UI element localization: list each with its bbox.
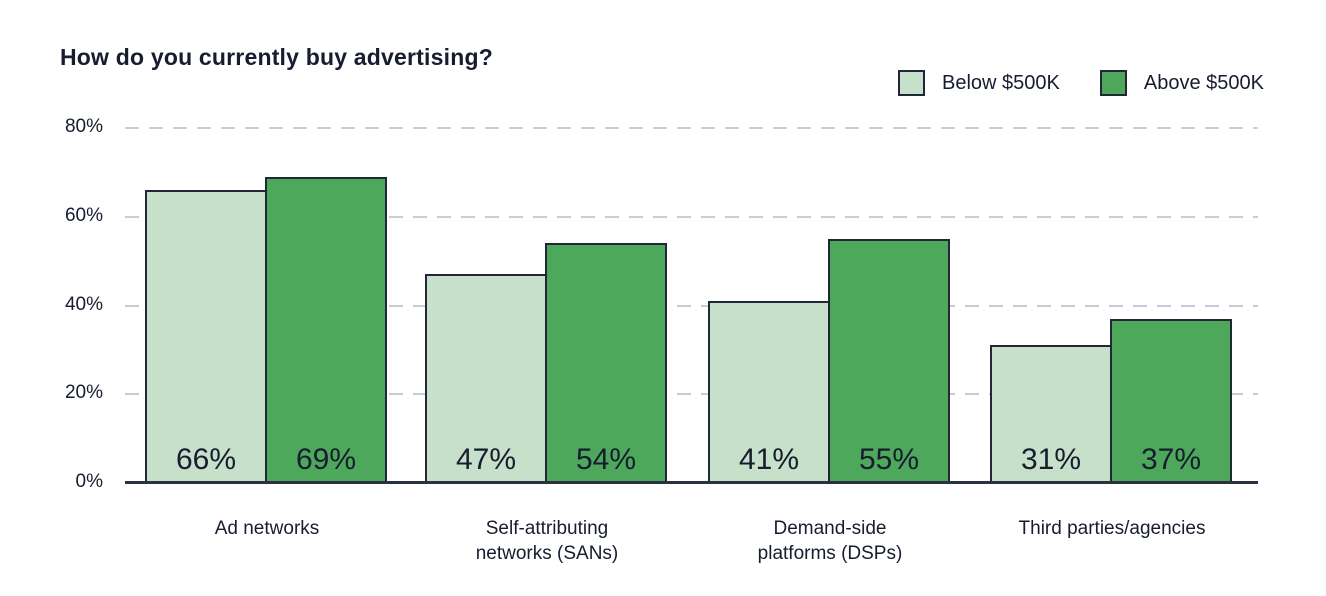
legend-label: Above $500K — [1143, 71, 1264, 94]
bar-value-label: 69% — [295, 443, 357, 476]
bar-above-500k-self-attributing-networks-sans: 54% — [545, 243, 667, 483]
legend-swatch-below-500k — [898, 70, 926, 96]
bar-value-label: 54% — [575, 443, 637, 476]
x-category-label-demand-side-platforms-dsps: Demand-side platforms (DSPs) — [757, 518, 903, 565]
y-tick-label: 40% — [64, 293, 103, 315]
y-tick-label: 0% — [75, 471, 103, 492]
bar-value-label: 31% — [1020, 443, 1082, 476]
x-category-label-self-attributing-networks-sans: Self-attributing networks (SANs) — [475, 518, 619, 565]
y-tick-label: 20% — [64, 382, 103, 404]
bar-value-label: 47% — [455, 443, 517, 476]
x-category-label-ad-networks: Ad networks — [214, 518, 320, 539]
bar-group-ad-networks: 66% 69% — [145, 128, 389, 483]
gridline-80 — [125, 127, 1258, 129]
legend-swatch-above-500k — [1099, 70, 1127, 96]
bar-value-label: 55% — [858, 443, 920, 476]
legend-item-above-500k: Above $500K — [1099, 70, 1264, 96]
legend-item-below-500k: Below $500K — [898, 70, 1060, 96]
bar-value-label: 37% — [1140, 443, 1202, 476]
y-tick-label: 80% — [64, 116, 103, 137]
legend-label: Below $500K — [942, 71, 1060, 94]
bar-group-self-attributing-networks-sans: 47% 54% — [425, 128, 669, 483]
bar-above-500k-third-parties-agencies: 37% — [1110, 318, 1232, 483]
bar-below-500k-ad-networks: 66% — [145, 190, 267, 483]
bar-group-third-parties-agencies: 31% 37% — [990, 128, 1234, 483]
x-axis-line — [125, 481, 1258, 484]
chart-title: How do you currently buy advertising? — [60, 44, 493, 70]
bar-below-500k-demand-side-platforms-dsps: 41% — [708, 301, 830, 483]
bar-below-500k-third-parties-agencies: 31% — [990, 345, 1112, 483]
bar-group-demand-side-platforms-dsps: 41% 55% — [708, 128, 952, 483]
bar-below-500k-self-attributing-networks-sans: 47% — [425, 274, 547, 483]
legend: Below $500K Above $500K — [898, 70, 1264, 96]
gridline-40 — [125, 304, 1258, 307]
bar-value-label: 66% — [175, 443, 237, 476]
x-category-label-third-parties-agencies: Third parties/agencies — [1018, 518, 1206, 539]
bar-value-label: 41% — [738, 443, 800, 476]
gridline-60 — [125, 215, 1258, 218]
plot-area: 66% 69% 47% 54% 41% 55% 31% 37% — [125, 127, 1258, 484]
y-tick-label: 60% — [64, 204, 103, 226]
bar-above-500k-demand-side-platforms-dsps: 55% — [828, 238, 950, 483]
gridline-20 — [125, 393, 1258, 396]
bar-above-500k-ad-networks: 69% — [265, 176, 387, 483]
